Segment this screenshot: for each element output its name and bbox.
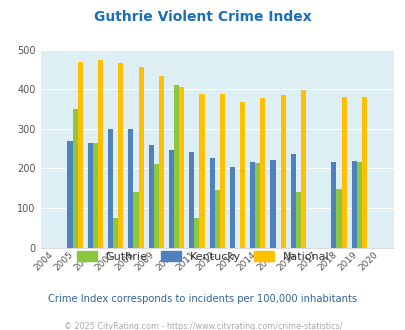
Bar	[351, 161, 356, 248]
Bar	[341, 97, 346, 248]
Legend: Guthrie, Kentucky, National: Guthrie, Kentucky, National	[72, 247, 333, 267]
Bar	[138, 67, 143, 248]
Bar	[361, 97, 366, 248]
Bar	[290, 154, 295, 248]
Bar	[67, 141, 72, 248]
Bar	[270, 160, 275, 248]
Bar	[194, 218, 199, 248]
Bar	[199, 94, 204, 248]
Bar	[98, 60, 103, 247]
Bar	[336, 189, 341, 248]
Bar	[300, 90, 305, 248]
Bar	[356, 162, 361, 248]
Bar	[260, 98, 265, 248]
Text: © 2025 CityRating.com - https://www.cityrating.com/crime-statistics/: © 2025 CityRating.com - https://www.city…	[64, 322, 341, 330]
Bar	[179, 87, 184, 248]
Bar	[249, 162, 255, 248]
Bar	[209, 158, 214, 248]
Bar	[72, 109, 77, 248]
Bar	[118, 63, 123, 248]
Text: Guthrie Violent Crime Index: Guthrie Violent Crime Index	[94, 10, 311, 24]
Text: Crime Index corresponds to incidents per 100,000 inhabitants: Crime Index corresponds to incidents per…	[48, 294, 357, 304]
Bar	[295, 192, 300, 248]
Bar	[153, 164, 158, 248]
Bar	[219, 94, 224, 248]
Bar	[189, 152, 194, 248]
Bar	[214, 190, 219, 248]
Bar	[168, 150, 174, 248]
Bar	[255, 163, 260, 248]
Bar	[93, 143, 98, 248]
Bar	[229, 167, 234, 248]
Bar	[133, 192, 138, 248]
Bar	[158, 77, 164, 248]
Bar	[148, 145, 153, 248]
Bar	[87, 143, 93, 248]
Bar	[77, 62, 83, 248]
Bar	[128, 129, 133, 248]
Bar	[108, 129, 113, 248]
Bar	[330, 162, 336, 248]
Bar	[113, 218, 118, 248]
Bar	[239, 102, 245, 248]
Bar	[280, 95, 285, 248]
Bar	[174, 85, 179, 248]
